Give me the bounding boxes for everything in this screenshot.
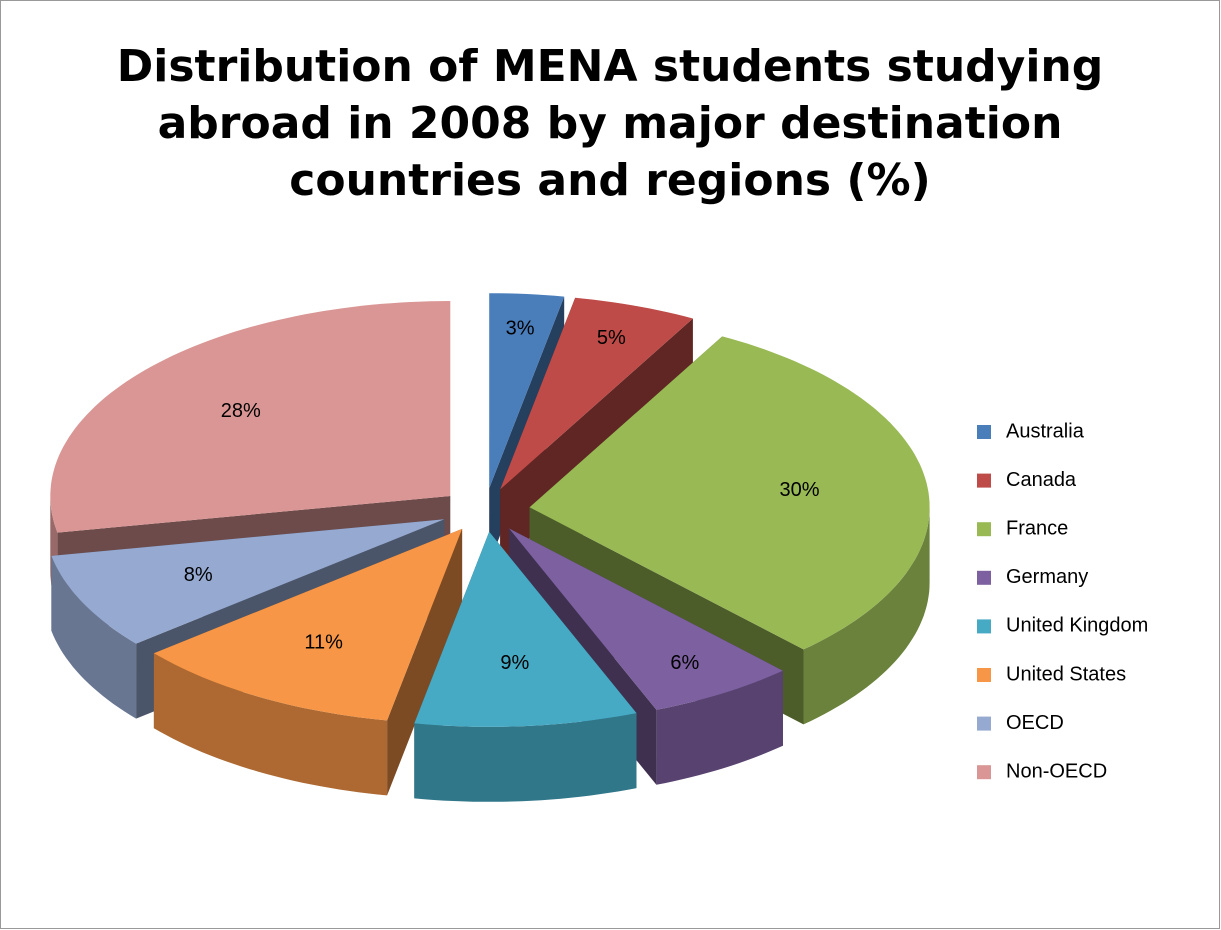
data-label: 28%: [221, 400, 261, 422]
chart-title: Distribution of MENA students studying a…: [116, 41, 1104, 206]
slice: [500, 297, 693, 490]
legend-label: Canada: [1006, 469, 1077, 491]
legend-label: United Kingdom: [1006, 615, 1148, 637]
legend-label: France: [1006, 517, 1068, 539]
slice-wall: [803, 507, 930, 725]
slice: [153, 528, 463, 721]
legend-label: Australia: [1006, 420, 1085, 442]
legend-swatch: [977, 522, 991, 537]
data-label: 5%: [597, 327, 626, 349]
legend-swatch: [977, 619, 991, 634]
slice-wall: [656, 670, 783, 785]
data-label: 6%: [670, 652, 699, 674]
slice: [529, 336, 930, 650]
data-label: 9%: [500, 652, 529, 674]
legend-swatch: [977, 668, 991, 682]
slice: [489, 293, 565, 489]
legend-swatch: [977, 473, 991, 488]
slice: [51, 519, 445, 644]
legend-label: Non-OECD: [1006, 760, 1107, 782]
legend-swatch: [977, 570, 991, 585]
data-label: 3%: [506, 317, 535, 339]
slice-wall: [414, 713, 637, 802]
slice: [509, 528, 783, 710]
data-label: 30%: [779, 479, 819, 501]
slice: [414, 531, 637, 727]
slice: [50, 301, 451, 533]
legend-label: United States: [1006, 663, 1126, 685]
legend-label: Germany: [1006, 566, 1088, 588]
legend-swatch: [977, 716, 991, 731]
data-label: 11%: [304, 631, 343, 653]
slice-wall: [51, 555, 137, 719]
legend-label: OECD: [1006, 712, 1064, 734]
data-label: 8%: [184, 564, 213, 586]
legend-swatch: [977, 425, 991, 439]
legend-swatch: [977, 765, 991, 780]
slice-wall: [153, 653, 388, 796]
